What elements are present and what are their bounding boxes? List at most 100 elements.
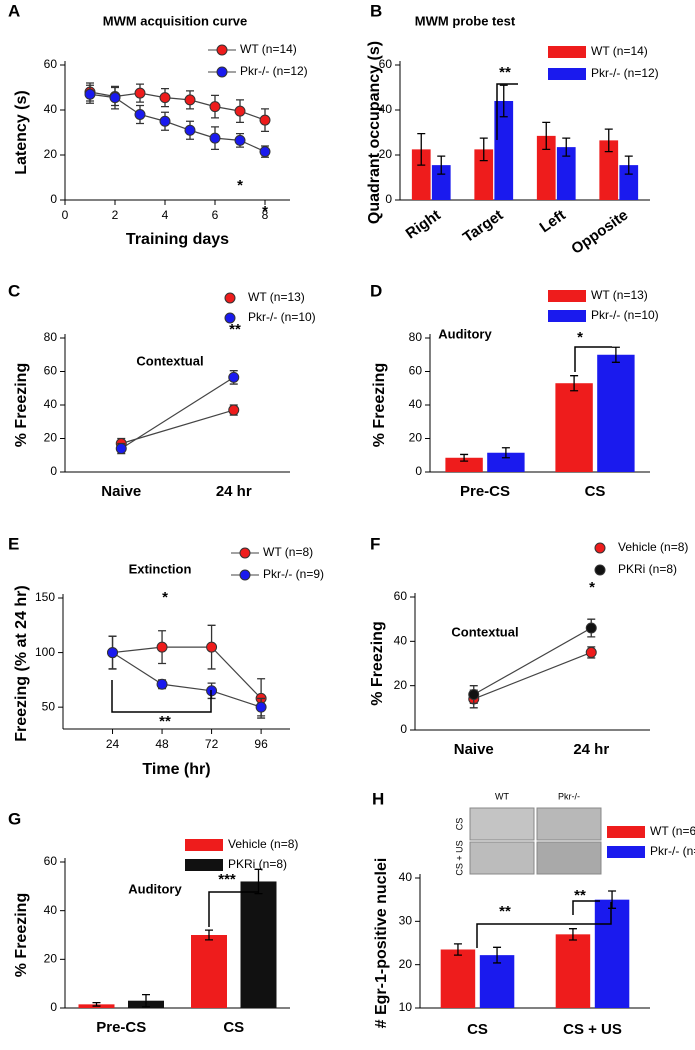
legend-label: WT (n=13) <box>591 288 648 302</box>
bracket <box>208 891 258 927</box>
error-bar <box>499 84 508 118</box>
y-tick-label: 60 <box>44 57 58 71</box>
y-tick-label: 60 <box>379 57 393 71</box>
y-tick-label: 150 <box>35 590 55 604</box>
panel-title: Auditory <box>438 326 492 341</box>
data-point <box>107 647 119 659</box>
panel: E Extinction 50 100 150 Freezing (% at 24 hr)… <box>8 534 324 778</box>
data-point <box>156 641 168 653</box>
data-point <box>234 134 246 146</box>
legend-label: PKRi (n=8) <box>618 562 677 576</box>
legend-marker <box>216 66 228 78</box>
y-tick-label: 20 <box>399 957 413 971</box>
x-tick-label: CS <box>585 483 606 500</box>
y-tick-label: 80 <box>44 330 58 344</box>
y-tick-label: 40 <box>379 102 393 116</box>
x-tick-label: 24 hr <box>573 741 609 758</box>
inset-tile <box>536 841 602 875</box>
x-tick-label: 4 <box>162 208 169 222</box>
bar <box>619 165 639 200</box>
x-tick-label: 48 <box>155 737 169 751</box>
significance: * <box>577 329 583 346</box>
bar <box>411 149 431 200</box>
y-tick-label: 20 <box>409 431 423 445</box>
series-line <box>112 646 262 699</box>
bracket <box>572 900 600 915</box>
data-point <box>84 88 96 100</box>
error-bar <box>479 137 488 162</box>
legend-label: PKRi (n=8) <box>228 857 287 871</box>
panel-letter: F <box>370 534 380 553</box>
x-tick-label: 2 <box>112 208 119 222</box>
series-line <box>121 409 234 445</box>
error-bar <box>568 928 577 941</box>
data-point <box>134 87 146 99</box>
y-tick-label: 0 <box>50 464 57 478</box>
panel-letter: E <box>8 534 19 553</box>
legend-label: WT (n=14) <box>240 42 297 56</box>
panel-letter: G <box>8 809 21 828</box>
panel-title: Contextual <box>451 624 518 639</box>
panel-letter: A <box>8 1 20 20</box>
x-tick-label: Naive <box>454 741 494 758</box>
legend-label: Vehicle (n=8) <box>228 837 298 851</box>
y-axis-title: % Freezing <box>13 363 30 447</box>
data-point <box>156 678 168 690</box>
data-point <box>259 114 271 126</box>
y-tick-label: 10 <box>399 1000 413 1014</box>
legend-label: WT (n=14) <box>591 44 648 58</box>
inset-label: Pkr-/- <box>558 791 580 801</box>
data-point <box>184 124 196 136</box>
y-tick-label: 60 <box>44 854 58 868</box>
bar <box>494 101 514 200</box>
legend-marker <box>185 839 223 851</box>
error-bar <box>453 943 462 956</box>
data-point <box>159 92 171 104</box>
y-tick-label: 40 <box>409 397 423 411</box>
significance: ** <box>229 321 241 338</box>
bar <box>240 881 277 1008</box>
data-point <box>228 371 240 383</box>
data-point <box>159 115 171 127</box>
error-bar <box>501 447 510 459</box>
error-bar <box>611 346 620 363</box>
legend-label: Pkr-/- (n=9) <box>263 567 324 581</box>
y-tick-label: 20 <box>44 147 58 161</box>
panel: H 10 20 30 40 # Egr-1-positive nuclei CS CS + U… <box>372 789 695 1037</box>
error-bar <box>608 890 617 909</box>
data-point <box>259 146 271 158</box>
y-tick-label: 40 <box>44 102 58 116</box>
bar <box>440 949 476 1008</box>
y-tick-label: 20 <box>379 147 393 161</box>
series-line <box>120 376 235 450</box>
error-bar <box>624 155 633 175</box>
x-tick-label: Right <box>403 207 444 243</box>
inset-label: CS <box>454 818 464 831</box>
significance: * <box>162 589 168 606</box>
y-tick-label: 30 <box>399 914 413 928</box>
panel: C Contextual 0 20 40 60 80 % Freezing Naive 24 hr… <box>8 281 316 499</box>
error-bar <box>570 375 579 392</box>
significance: ** <box>499 64 511 81</box>
error-bar <box>142 993 150 1008</box>
inset-tile <box>469 807 535 841</box>
data-point <box>184 94 196 106</box>
legend-marker <box>594 564 606 576</box>
error-bar <box>604 128 613 153</box>
bar <box>536 135 556 200</box>
error-bar <box>493 946 502 964</box>
legend-marker <box>239 569 251 581</box>
panel: D Auditory 0 20 40 60 80 % Freezing Pre-CS CS WT (… <box>370 281 659 499</box>
bar <box>487 452 525 472</box>
significance: ** <box>574 887 586 904</box>
legend-marker <box>239 547 251 559</box>
x-tick-label: Pre-CS <box>460 483 510 500</box>
x-tick-label: 8 <box>262 208 269 222</box>
y-tick-label: 100 <box>35 645 55 659</box>
data-point <box>585 646 597 658</box>
x-tick-label: CS <box>467 1021 488 1038</box>
x-tick-label: 6 <box>212 208 219 222</box>
x-tick-label: Opposite <box>568 207 631 258</box>
y-tick-label: 0 <box>50 1000 57 1014</box>
